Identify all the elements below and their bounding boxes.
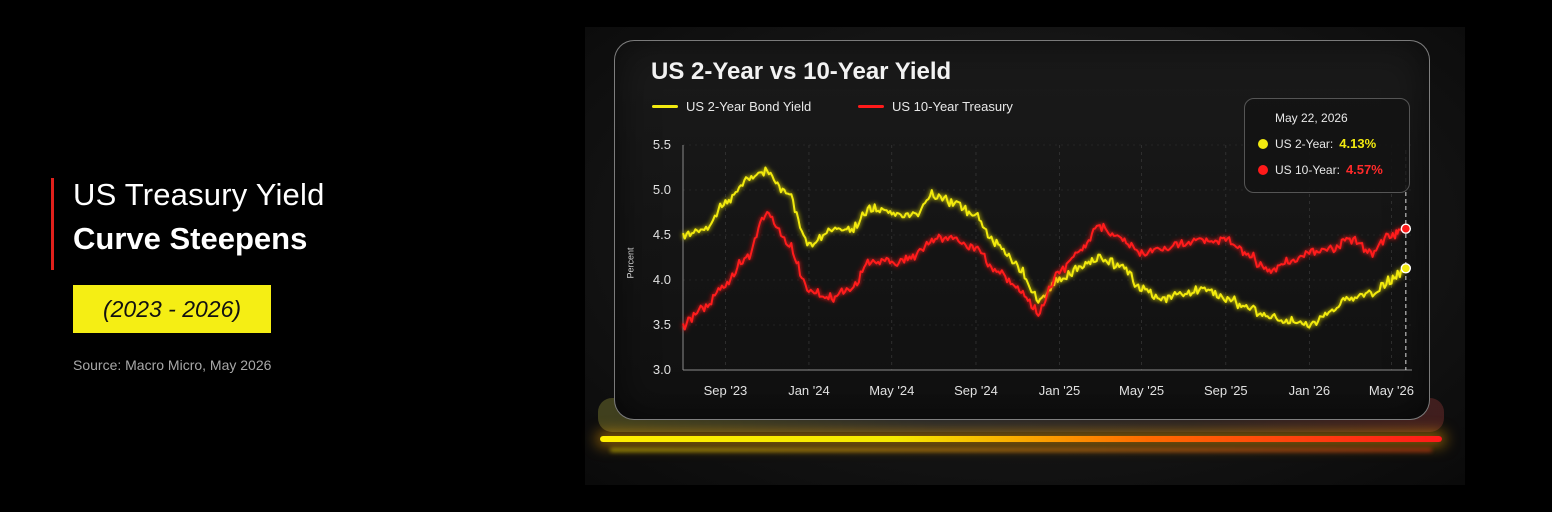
tooltip-dot-2y (1258, 138, 1268, 149)
legend-swatch-10y (858, 105, 884, 108)
x-tick-label: Jan '26 (1289, 383, 1331, 398)
tooltip-value-10y: 4.57% (1345, 162, 1383, 177)
display-base-reflection (610, 448, 1432, 452)
chart-title: US 2-Year vs 10-Year Yield (651, 58, 952, 85)
accent-bar (51, 178, 54, 270)
x-tick-label: Jan '25 (1039, 383, 1081, 398)
y-tick-label: 3.0 (653, 362, 671, 377)
year-range-badge: (2023 - 2026) (73, 285, 271, 333)
x-tick-label: Sep '24 (954, 383, 998, 398)
x-tick-label: May '26 (1369, 383, 1414, 398)
legend-item-2y[interactable]: US 2-Year Bond Yield (652, 99, 811, 114)
tooltip-dot-10y (1258, 164, 1268, 175)
legend-swatch-2y (652, 105, 678, 108)
y-tick-label: 4.5 (653, 227, 671, 242)
y-tick-label: 3.5 (653, 317, 671, 332)
series-lines (682, 166, 1407, 331)
series-line-10y (682, 211, 1407, 331)
headline-line1: US Treasury Yield (73, 177, 325, 212)
tooltip-value-2y: 4.13% (1339, 136, 1377, 151)
tooltip-row-10y: US 10-Year: 4.57% (1258, 162, 1383, 177)
x-tick-label: May '24 (869, 383, 914, 398)
x-tick-label: Sep '25 (1204, 383, 1248, 398)
x-tick-label: May '25 (1119, 383, 1164, 398)
y-tick-label: 5.5 (653, 137, 671, 152)
x-axis: Sep '23 Jan '24 May '24 Sep '24 Jan '25 May '… (683, 369, 1414, 398)
headline-line2: Curve Steepens (73, 221, 308, 256)
source-note: Source: Macro Micro, May 2026 (73, 357, 272, 373)
legend-item-10y[interactable]: US 10-Year Treasury (858, 99, 1013, 114)
y-tick-label: 4.0 (653, 272, 671, 287)
endpoint-marker-10y[interactable] (1400, 223, 1412, 234)
tooltip-row-2y: US 2-Year: 4.13% (1258, 136, 1376, 151)
endpoint-marker-2y[interactable] (1400, 263, 1412, 274)
tooltip-date: May 22, 2026 (1275, 111, 1348, 125)
legend-label-10y: US 10-Year Treasury (892, 99, 1013, 114)
y-tick-label: 5.0 (653, 182, 671, 197)
display-base-glow (600, 436, 1442, 442)
x-tick-label: Jan '24 (788, 383, 830, 398)
tooltip-label-2y: US 2-Year: (1275, 136, 1334, 151)
y-axis: 3.0 3.5 4.0 4.5 5.0 5.5 (653, 137, 684, 377)
legend-label-2y: US 2-Year Bond Yield (686, 99, 812, 114)
x-tick-label: Sep '23 (704, 383, 748, 398)
tooltip-label-10y: US 10-Year: (1275, 162, 1340, 177)
chart-tooltip: May 22, 2026 US 2-Year: 4.13% US 10-Year… (1244, 98, 1410, 193)
